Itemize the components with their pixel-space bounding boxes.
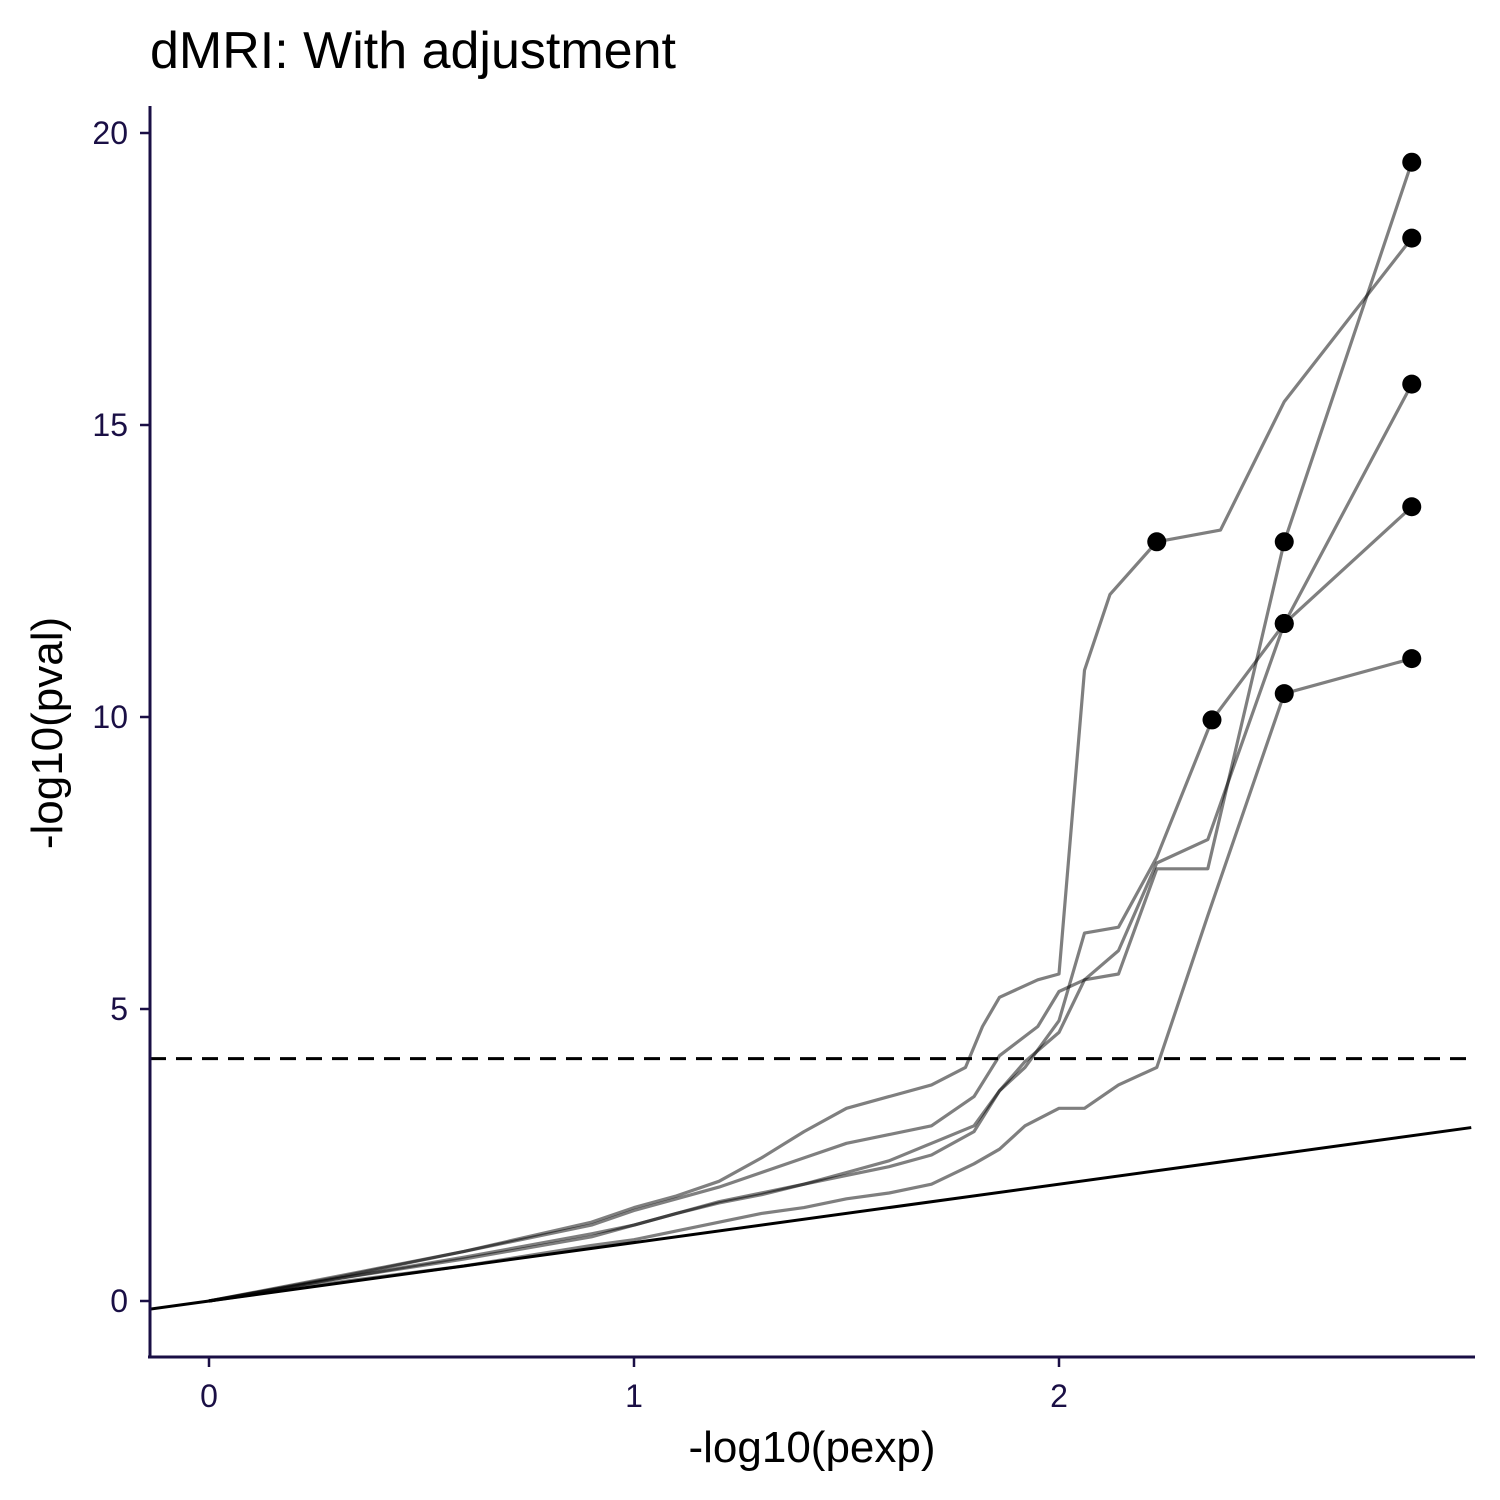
- highlight-point-3-1: [1202, 710, 1222, 730]
- y-tick-label-20: 20: [92, 115, 128, 151]
- plot-content: [150, 152, 1475, 1311]
- highlight-point-3-2: [1274, 614, 1294, 634]
- y-tick-label-10: 10: [92, 699, 128, 735]
- series-line-2: [208, 383, 1414, 1303]
- y-tick-label-15: 15: [92, 407, 128, 443]
- highlight-point-5-2: [1402, 649, 1422, 669]
- highlight-point-4-2: [1402, 152, 1422, 172]
- y-tick-label-5: 5: [110, 991, 128, 1027]
- series-line-5: [208, 657, 1413, 1303]
- highlight-point-3-3: [1402, 497, 1422, 517]
- series-line-1: [208, 237, 1414, 1303]
- x-tick-label-1: 1: [625, 1378, 643, 1414]
- x-tick-label-2: 2: [1050, 1378, 1068, 1414]
- highlight-point-5-1: [1274, 684, 1294, 704]
- y-axis-title: -log10(pval): [23, 617, 72, 849]
- chart-title: dMRI: With adjustment: [150, 22, 676, 80]
- x-axis-title: -log10(pexp): [688, 1423, 935, 1472]
- y-tick-label-0: 0: [110, 1283, 128, 1319]
- highlight-point-1-2: [1402, 228, 1422, 248]
- series-line-4: [208, 161, 1414, 1303]
- plot-area: [150, 152, 1475, 1311]
- y-axis-ticks: 0 5 10 15 20: [92, 115, 150, 1319]
- x-tick-label-0: 0: [200, 1378, 218, 1414]
- x-axis-ticks: 0 1 2: [200, 1357, 1068, 1414]
- highlight-point-1-1: [1147, 532, 1167, 552]
- highlight-point-4-1: [1274, 532, 1294, 552]
- highlight-point-2-2: [1402, 374, 1422, 394]
